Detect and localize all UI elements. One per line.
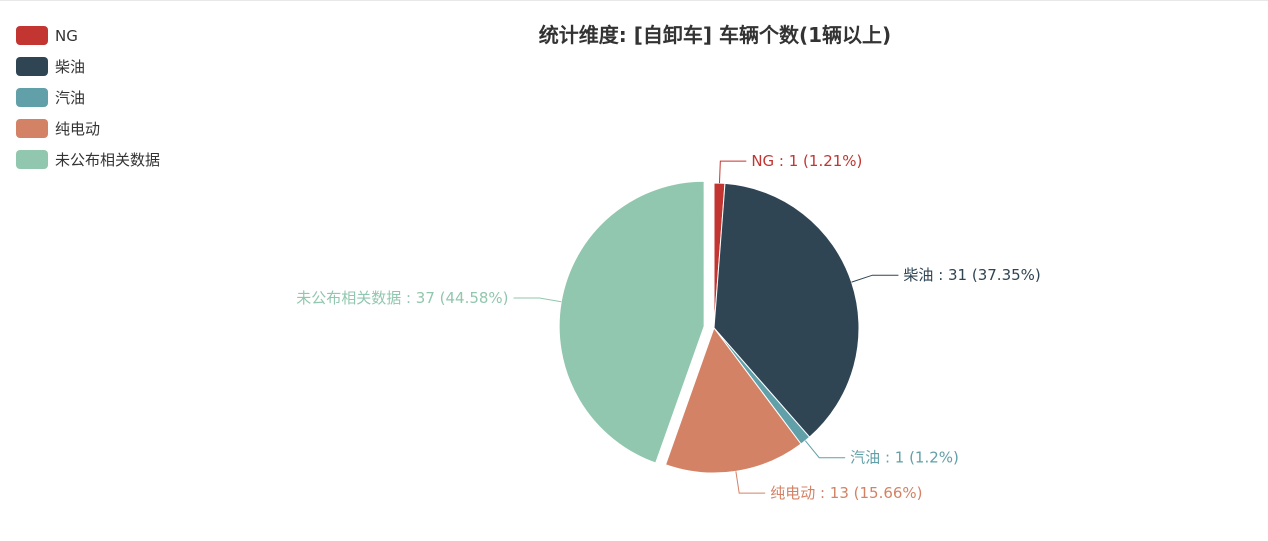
legend-item-undisclosed[interactable]: 未公布相关数据 bbox=[16, 144, 160, 175]
legend-swatch-undisclosed bbox=[16, 150, 48, 169]
leader-line-gasoline bbox=[804, 440, 846, 459]
legend-swatch-diesel bbox=[16, 57, 48, 76]
data-label-electric: 纯电动 : 13 (15.66%) bbox=[770, 484, 922, 502]
data-label-gasoline: 汽油 : 1 (1.2%) bbox=[850, 449, 959, 467]
leader-line-ng bbox=[718, 160, 747, 184]
legend-swatch-ng bbox=[16, 26, 48, 45]
legend-label-gasoline: 汽油 bbox=[55, 89, 86, 107]
leader-line-electric bbox=[735, 471, 766, 494]
data-label-diesel: 柴油 : 31 (37.35%) bbox=[903, 266, 1040, 284]
pie-slice-undisclosed[interactable] bbox=[558, 180, 705, 464]
data-label-undisclosed: 未公布相关数据 : 37 (44.58%) bbox=[296, 289, 508, 307]
legend-label-electric: 纯电动 bbox=[55, 120, 101, 138]
legend: NG 柴油 汽油 纯电动 未公布相关数据 bbox=[16, 20, 160, 175]
legend-item-ng[interactable]: NG bbox=[16, 20, 160, 51]
chart-title: 统计维度: [自卸车] 车辆个数(1辆以上) bbox=[538, 23, 892, 47]
legend-label-undisclosed: 未公布相关数据 bbox=[55, 151, 161, 169]
legend-swatch-gasoline bbox=[16, 88, 48, 107]
pie-slice-electric[interactable] bbox=[664, 326, 802, 474]
data-label-ng: NG : 1 (1.21%) bbox=[751, 152, 862, 170]
legend-swatch-electric bbox=[16, 119, 48, 138]
legend-item-diesel[interactable]: 柴油 bbox=[16, 51, 160, 82]
legend-label-ng: NG bbox=[55, 26, 78, 45]
legend-item-electric[interactable]: 纯电动 bbox=[16, 113, 160, 144]
leader-line-undisclosed bbox=[513, 297, 562, 303]
legend-label-diesel: 柴油 bbox=[55, 58, 86, 76]
pie-slice-diesel[interactable] bbox=[713, 182, 860, 438]
leader-line-diesel bbox=[851, 274, 899, 283]
legend-item-gasoline[interactable]: 汽油 bbox=[16, 82, 160, 113]
